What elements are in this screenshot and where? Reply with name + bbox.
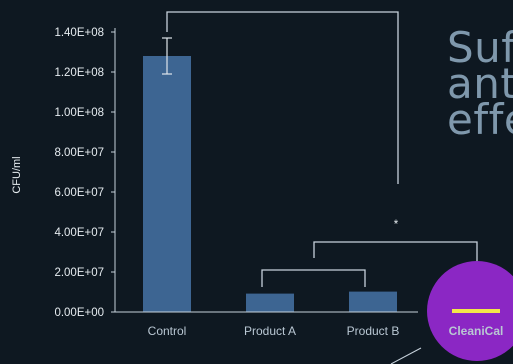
- y-tick-label: 4.00E+07: [54, 227, 104, 239]
- bar-control: [143, 56, 191, 312]
- bar-product-b: [349, 291, 397, 312]
- y-tick-label: 2.00E+07: [54, 267, 104, 279]
- y-tick-label: 1.00E+08: [54, 107, 104, 119]
- bracket-control-vs-products: [166, 11, 399, 184]
- x-category-label: Product B: [347, 324, 400, 338]
- y-tick-label: 8.00E+07: [54, 147, 104, 159]
- significance-brackets: [166, 11, 478, 287]
- headline-line-1: Suf: [447, 23, 513, 72]
- bracket-products-vs-cleanical: [313, 241, 478, 270]
- y-tick-label: 1.20E+08: [54, 67, 104, 79]
- headline-line-3: effe: [447, 95, 513, 144]
- bars-group: [143, 37, 513, 364]
- x-category-label: Product A: [244, 324, 296, 338]
- x-category-label: CleaniCal: [449, 324, 504, 338]
- axes-group: [111, 28, 418, 313]
- headline-text: Suf ant effe: [447, 23, 513, 144]
- labels-group: 0.00E+00 2.00E+07 4.00E+07 6.00E+07 8.00E+07…: [54, 27, 503, 338]
- x-category-label: Control: [148, 324, 187, 338]
- significance-star: *: [394, 219, 399, 231]
- bracket-product-a-vs-b: [261, 269, 366, 287]
- bar-cleanical: [452, 309, 500, 313]
- y-tick-label: 0.00E+00: [54, 307, 104, 319]
- callout-pointer-line: [390, 347, 422, 364]
- y-tick-label: 6.00E+07: [54, 187, 104, 199]
- bar-product-a: [246, 293, 294, 312]
- y-tick-label: 1.40E+08: [54, 27, 104, 39]
- y-axis-label: CFU/ml: [11, 156, 23, 193]
- headline-line-2: ant: [447, 59, 513, 108]
